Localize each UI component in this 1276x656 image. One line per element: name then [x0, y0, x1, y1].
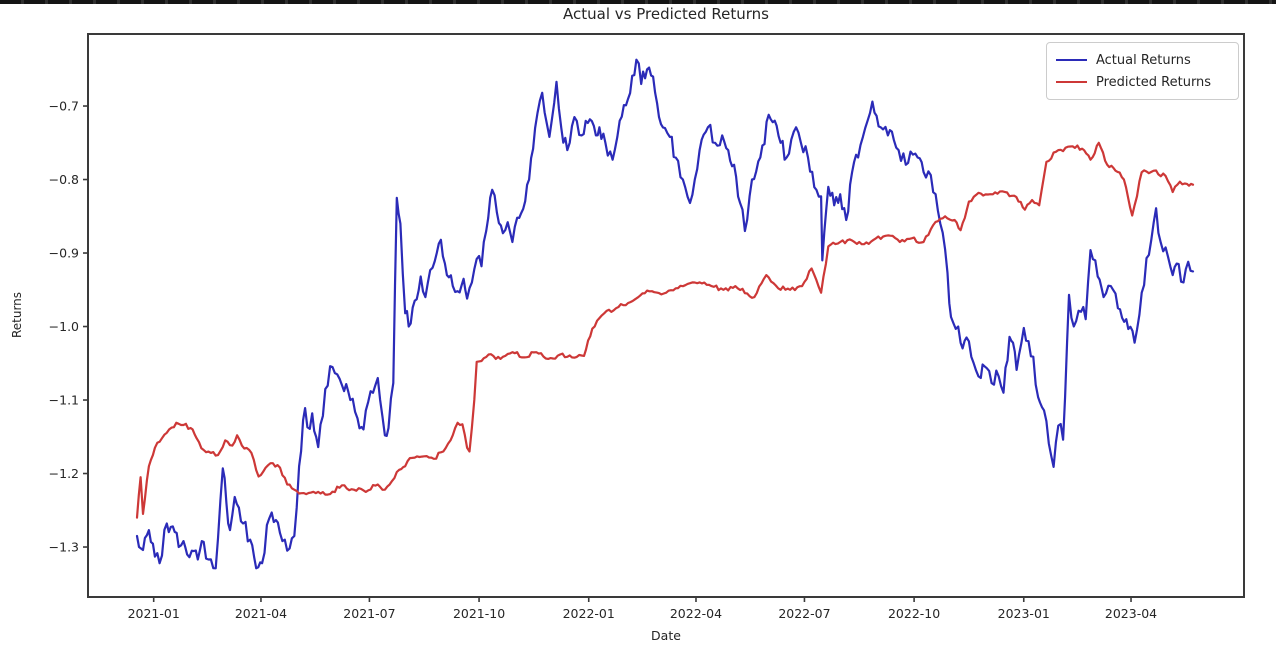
predicted-returns-line: [135, 141, 1195, 519]
x-tick-label: 2021-01: [128, 606, 180, 621]
legend-label: Predicted Returns: [1096, 74, 1212, 90]
y-tick-label: −1.0: [49, 319, 79, 334]
x-tick-label: 2023-01: [998, 606, 1050, 621]
legend-item-predicted: Predicted Returns: [1056, 71, 1228, 93]
y-tick-label: −0.7: [49, 99, 79, 114]
predicted-returns-line-sample: [1056, 81, 1087, 83]
actual-returns-line: [135, 58, 1195, 570]
legend-box: Actual Returns Predicted Returns: [1046, 42, 1239, 100]
x-axis-label: Date: [651, 628, 681, 643]
chart-title: Actual vs Predicted Returns: [563, 5, 769, 23]
y-tick-label: −1.2: [49, 466, 79, 481]
actual-returns-line-sample: [1056, 59, 1087, 61]
legend-label: Actual Returns: [1096, 52, 1191, 68]
y-tick-label: −1.3: [49, 540, 79, 555]
x-tick-label: 2021-04: [235, 606, 287, 621]
x-tick-label: 2023-04: [1105, 606, 1157, 621]
y-axis-label: Returns: [10, 291, 24, 339]
x-tick-label: 2021-10: [453, 606, 505, 621]
x-tick-label: 2022-07: [778, 606, 830, 621]
window-top-strip: [0, 0, 1276, 4]
x-tick-label: 2022-01: [563, 606, 615, 621]
legend-item-actual: Actual Returns: [1056, 49, 1228, 71]
x-tick-label: 2022-10: [888, 606, 940, 621]
y-tick-label: −0.9: [49, 246, 79, 261]
x-tick-label: 2022-04: [670, 606, 722, 621]
axes-spines: [87, 33, 1245, 598]
y-tick-label: −1.1: [49, 393, 79, 408]
x-tick-label: 2021-07: [343, 606, 395, 621]
y-tick-label: −0.8: [49, 172, 79, 187]
